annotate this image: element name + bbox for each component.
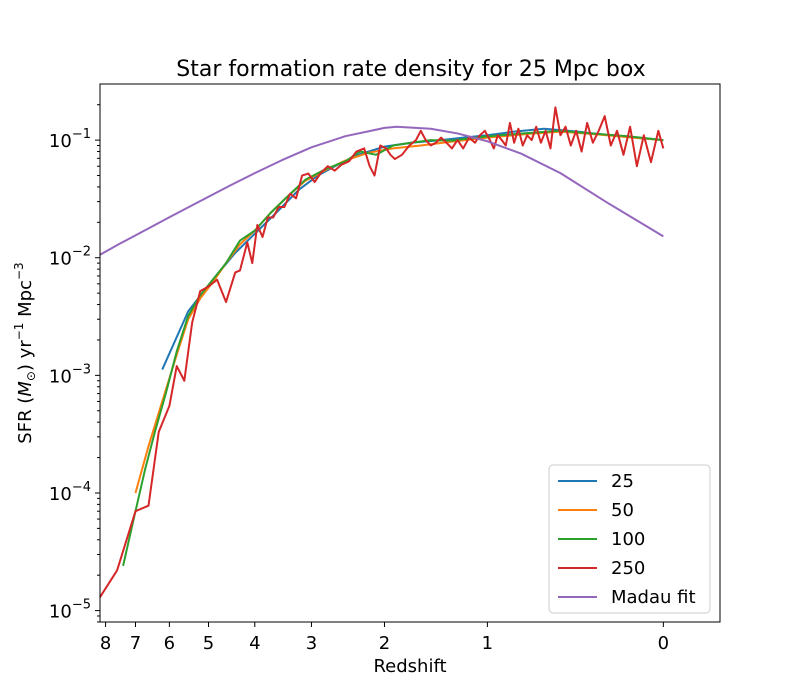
x-tick-label: 0 (658, 633, 669, 654)
legend: 25 50 100 250 Madau fit (548, 464, 711, 614)
y-tick-label: 10−5 (49, 598, 91, 623)
x-tick-label: 3 (306, 633, 317, 654)
series-line-100 (122, 129, 664, 567)
series-layer (99, 106, 665, 598)
x-tick-label: 1 (482, 633, 493, 654)
y-tick-label: 10−3 (49, 362, 91, 387)
y-axis-label: SFR (M⊙) yr−1 Mpc−3 (12, 262, 38, 443)
series-line-25 (161, 127, 664, 370)
x-tick-label: 4 (249, 633, 260, 654)
legend-box (548, 464, 711, 614)
series-line-250 (99, 106, 665, 598)
x-tick-label: 8 (100, 633, 111, 654)
x-tick-label: 7 (130, 633, 141, 654)
series-line-50 (134, 130, 664, 494)
chart-title: Star formation rate density for 25 Mpc b… (176, 57, 645, 82)
legend-label: 25 (611, 471, 634, 492)
plot-frame (99, 83, 721, 623)
x-tick-label: 5 (203, 633, 214, 654)
x-axis-label: Redshift (373, 656, 446, 677)
y-ticks: 10−5 10−4 10−3 10−2 10−1 (49, 104, 100, 623)
x-tick-label: 2 (379, 633, 390, 654)
legend-label: 100 (611, 529, 645, 550)
legend-label: Madau fit (611, 587, 696, 608)
legend-label: 50 (611, 500, 634, 521)
y-tick-label: 10−1 (49, 127, 91, 152)
y-tick-label: 10−2 (49, 245, 91, 270)
legend-label: 250 (611, 558, 645, 579)
x-tick-label: 6 (164, 633, 175, 654)
series-line-madau-fit (99, 125, 664, 256)
y-tick-label: 10−4 (49, 480, 91, 505)
